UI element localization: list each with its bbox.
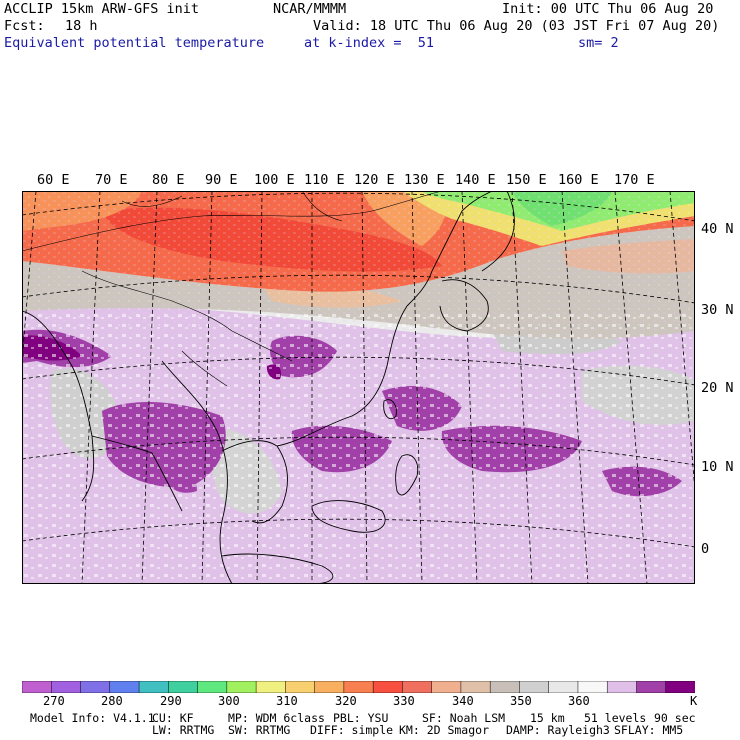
grid-spacing: 15 km bbox=[530, 711, 565, 725]
valid-time: Valid: 18 UTC Thu 06 Aug 20 (03 JST Fri … bbox=[313, 18, 720, 34]
colorbar-swatch bbox=[519, 681, 550, 693]
lon-label: 170 E bbox=[614, 172, 655, 188]
colorbar-tick-label: 280 bbox=[101, 694, 123, 708]
colorbar-swatch bbox=[80, 681, 111, 693]
colorbar-swatch bbox=[168, 681, 199, 693]
colorbar-swatch bbox=[226, 681, 257, 693]
colorbar-unit: K bbox=[690, 694, 698, 708]
lon-label: 130 E bbox=[404, 172, 445, 188]
lon-label: 150 E bbox=[506, 172, 547, 188]
country-borders bbox=[22, 191, 443, 387]
level-label: at k-index = 51 bbox=[304, 35, 435, 51]
colorbar-tick-label: 320 bbox=[335, 694, 357, 708]
time-step: 90 sec bbox=[654, 711, 696, 725]
lat-label: 10 N bbox=[701, 459, 734, 475]
map-panel bbox=[22, 191, 695, 584]
forecast-label: Fcst: bbox=[4, 18, 45, 34]
colorbar-tick-label: 340 bbox=[452, 694, 474, 708]
colorbar-swatch bbox=[314, 681, 345, 693]
colorbar-swatch bbox=[606, 681, 638, 693]
colorbar-swatch bbox=[255, 681, 286, 693]
colorbar-swatch bbox=[343, 681, 374, 693]
lon-label: 80 E bbox=[152, 172, 185, 188]
colorbar-swatch bbox=[665, 681, 695, 693]
eddy-coefficient: KM: 2D Smagor bbox=[399, 723, 490, 737]
colorbar-swatch bbox=[636, 681, 667, 693]
colorbar-tick-label: 360 bbox=[568, 694, 590, 708]
colorbar bbox=[22, 681, 695, 693]
vertical-levels: 51 levels bbox=[584, 711, 647, 725]
forecast-hour: 18 h bbox=[65, 18, 98, 34]
lon-label: 100 E bbox=[254, 172, 295, 188]
cumulus-scheme: CU: KF bbox=[152, 711, 194, 725]
init-time: Init: 00 UTC Thu 06 Aug 20 bbox=[502, 1, 714, 17]
diffusion-scheme: DIFF: simple bbox=[310, 723, 394, 737]
pbl-scheme: PBL: YSU bbox=[333, 711, 389, 725]
colorbar-tick-label: 350 bbox=[510, 694, 532, 708]
map-frame bbox=[22, 191, 695, 584]
colorbar-tick-label: 290 bbox=[160, 694, 182, 708]
colorbar-tick-label: 270 bbox=[43, 694, 65, 708]
surface-scheme: SF: Noah LSM bbox=[422, 711, 506, 725]
colorbar-swatch bbox=[197, 681, 228, 693]
colorbar-swatch bbox=[138, 681, 169, 693]
colorbar-swatch bbox=[109, 681, 140, 693]
field-name: Equivalent potential temperature bbox=[4, 35, 265, 51]
lat-label: 0 bbox=[701, 541, 710, 557]
lon-label: 70 E bbox=[95, 172, 128, 188]
colorbar-swatch bbox=[372, 681, 404, 693]
lon-label: 120 E bbox=[354, 172, 395, 188]
colorbar-tick-label: 330 bbox=[393, 694, 415, 708]
texture-overlay bbox=[22, 191, 695, 331]
lon-label: 160 E bbox=[558, 172, 599, 188]
organization-label: NCAR/MMMM bbox=[273, 1, 347, 17]
lat-label: 30 N bbox=[701, 302, 734, 318]
lat-label: 20 N bbox=[701, 380, 734, 396]
lon-label: 90 E bbox=[205, 172, 238, 188]
surface-layer-scheme: SFLAY: MM5 bbox=[614, 723, 684, 737]
damping-scheme: DAMP: Rayleigh3 bbox=[506, 723, 610, 737]
colorbar-swatch bbox=[285, 681, 316, 693]
lon-label: 140 E bbox=[455, 172, 496, 188]
lon-label: 110 E bbox=[304, 172, 345, 188]
microphysics-scheme: MP: WDM 6class bbox=[228, 711, 325, 725]
model-title: ACCLIP 15km ARW-GFS init bbox=[4, 1, 200, 17]
smoothing-label: sm= 2 bbox=[578, 35, 619, 51]
colorbar-tick-label: 300 bbox=[218, 694, 240, 708]
colorbar-swatch bbox=[548, 681, 579, 693]
colorbar-tick-label: 310 bbox=[276, 694, 298, 708]
colorbar-swatch bbox=[22, 681, 52, 693]
shortwave-scheme: SW: RRTMG bbox=[228, 723, 291, 737]
colorbar-swatch bbox=[577, 681, 608, 693]
colorbar-swatch bbox=[402, 681, 433, 693]
longwave-scheme: LW: RRTMG bbox=[152, 723, 215, 737]
lon-label: 60 E bbox=[37, 172, 70, 188]
colorbar-swatch bbox=[489, 681, 521, 693]
model-info: Model Info: V4.1.1 bbox=[30, 711, 155, 725]
lat-label: 40 N bbox=[701, 221, 734, 237]
colorbar-swatch bbox=[460, 681, 491, 693]
graticule bbox=[22, 191, 695, 584]
colorbar-swatch bbox=[431, 681, 462, 693]
colorbar-swatch bbox=[51, 681, 82, 693]
